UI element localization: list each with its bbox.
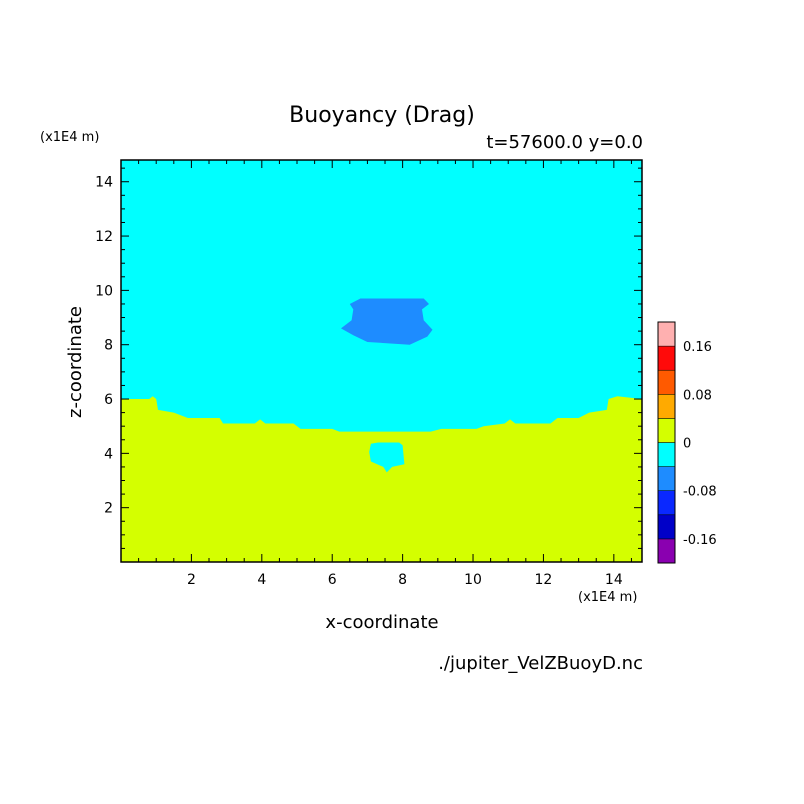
y-tick-label: 8 — [104, 338, 113, 354]
plot-area: 2 4 6 8 10 12 14 2 4 6 8 10 12 14 — [95, 159, 643, 588]
contour-region-2 — [369, 442, 405, 473]
x-axis-label: x-coordinate — [325, 612, 438, 633]
colorbar-cell — [657, 345, 676, 371]
x-tick-label: 8 — [398, 572, 407, 588]
x-tick-label: 6 — [328, 572, 337, 588]
x-tick-label: 4 — [257, 572, 266, 588]
colorbar-ticks: 0.16 0.08 0 -0.08 -0.16 — [683, 340, 717, 548]
contour-regions — [121, 298, 642, 562]
y-tick-label: 2 — [104, 501, 113, 517]
x-tick-label: 10 — [464, 572, 482, 588]
x-tick-label: 2 — [187, 572, 196, 588]
y-tick-label: 4 — [104, 446, 113, 462]
colorbar-frame — [657, 321, 676, 564]
colorbar-cell — [657, 490, 676, 516]
colorbar-tick-label: 0 — [683, 437, 691, 452]
x-axis-ticks: 2 4 6 8 10 12 14 — [138, 160, 632, 588]
colorbar-cells — [657, 321, 676, 564]
colorbar-cell — [657, 442, 676, 467]
y-tick-label: 6 — [104, 392, 113, 408]
plot-frame — [120, 159, 643, 563]
y-axis-label: z-coordinate — [65, 306, 86, 418]
colorbar-cell — [657, 538, 676, 564]
colorbar-tick-label: 0.16 — [683, 340, 712, 355]
colorbar-cell — [657, 394, 676, 419]
y-tick-label: 10 — [95, 283, 113, 299]
x-axis-unit: (x1E4 m) — [578, 590, 637, 605]
chart-subtitle: t=57600.0 y=0.0 — [486, 132, 643, 153]
y-tick-label: 12 — [95, 229, 113, 245]
x-tick-label: 14 — [605, 572, 623, 588]
colorbar-cell — [657, 466, 676, 491]
y-axis-unit: (x1E4 m) — [40, 130, 99, 145]
contour-region-1 — [121, 396, 642, 562]
chart-title: Buoyancy (Drag) — [289, 103, 475, 128]
colorbar-tick-label: -0.08 — [683, 485, 717, 500]
y-tick-label: 14 — [95, 175, 113, 191]
source-file-label: ./jupiter_VelZBuoyD.nc — [438, 653, 643, 674]
colorbar-tick-label: -0.16 — [683, 533, 717, 548]
colorbar-cell — [657, 321, 676, 347]
colorbar-cell — [657, 369, 676, 395]
colorbar-tick-label: 0.08 — [683, 388, 712, 403]
colorbar-cell — [657, 418, 676, 443]
colorbar-cell — [657, 514, 676, 540]
colorbar: 0.16 0.08 0 -0.08 -0.16 — [657, 321, 717, 564]
y-axis-ticks: 2 4 6 8 10 12 14 — [95, 167, 642, 549]
x-tick-label: 12 — [535, 572, 553, 588]
contour-region-3 — [341, 298, 433, 345]
